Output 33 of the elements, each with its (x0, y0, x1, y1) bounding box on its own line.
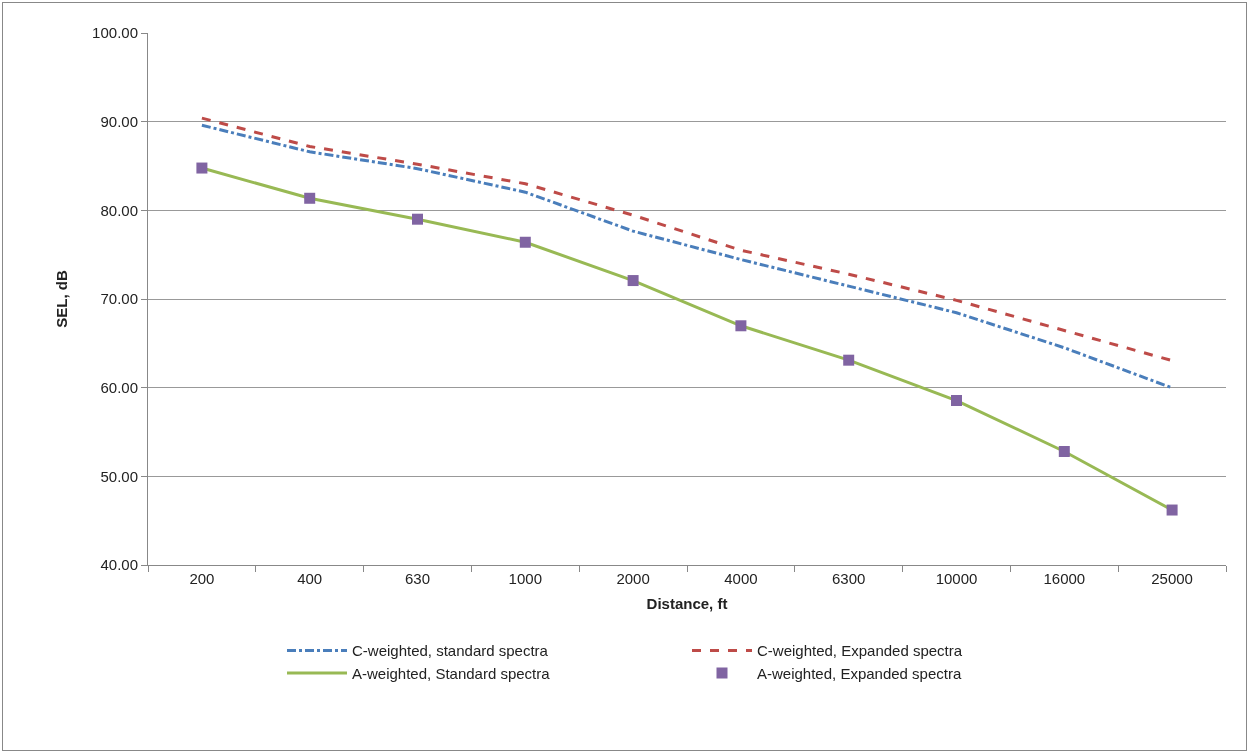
x-tick-label: 1000 (508, 570, 542, 587)
x-tick-label: 16000 (1043, 570, 1086, 587)
x-tick-label: 4000 (724, 570, 758, 587)
legend-label: C-weighted, Expanded spectra (757, 642, 963, 660)
x-tick-label: 6300 (832, 570, 866, 587)
y-tick-label: 90.00 (100, 112, 138, 130)
point (196, 162, 208, 174)
x-tick-label: 25000 (1151, 570, 1193, 587)
point (735, 320, 747, 332)
legend-label: A-weighted, Standard spectra (352, 664, 551, 682)
y-axis-title: SEL, dB (53, 270, 71, 328)
legend-label: C-weighted, standard spectra (352, 642, 549, 660)
y-tick-label: 80.00 (100, 201, 138, 219)
x-tick-label: 10000 (935, 570, 978, 587)
y-tick-label: 60.00 (100, 378, 138, 396)
point (304, 192, 316, 204)
point (627, 275, 639, 287)
x-tick-label: 2000 (616, 570, 650, 587)
point (519, 236, 531, 248)
x-axis-title: Distance, ft (646, 595, 728, 612)
legend-label: A-weighted, Expanded spectra (757, 664, 962, 682)
point (951, 395, 962, 407)
y-tick-label: 50.00 (100, 467, 138, 485)
point (412, 213, 423, 225)
y-tick-label: 100.00 (92, 24, 138, 42)
point (1058, 446, 1070, 458)
x-tick-label: 630 (404, 570, 431, 587)
point (1166, 504, 1178, 516)
x-tick-label: 400 (297, 570, 323, 587)
y-tick-label: 40.00 (100, 556, 138, 574)
y-tick-label: 70.00 (100, 290, 138, 308)
x-tick-label: 200 (189, 570, 215, 587)
point (843, 354, 855, 366)
